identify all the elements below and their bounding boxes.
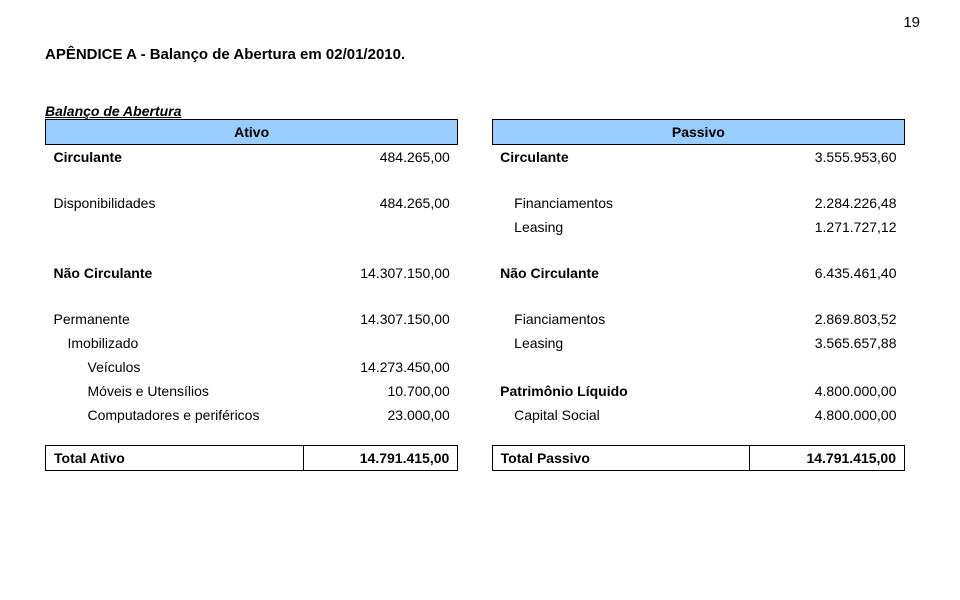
nao-circulante-passivo-value: 6.435.461,40 (750, 261, 905, 285)
page-number: 19 (903, 14, 920, 31)
fianciamentos-label: Fianciamentos (492, 307, 750, 331)
table-header-row: Ativo Passivo (46, 120, 905, 145)
patrimonio-liquido-value: 4.800.000,00 (750, 379, 905, 403)
financiamentos-value: 2.284.226,48 (750, 191, 905, 215)
moveis-value: 10.700,00 (303, 379, 458, 403)
header-passivo: Passivo (492, 120, 904, 145)
leasing-1-label: Leasing (492, 215, 750, 239)
table-row: Móveis e Utensílios 10.700,00 Patrimônio… (46, 379, 905, 403)
fianciamentos-value: 2.869.803,52 (750, 307, 905, 331)
moveis-label: Móveis e Utensílios (46, 379, 304, 403)
table-row: Circulante 484.265,00 Circulante 3.555.9… (46, 145, 905, 170)
page-title: APÊNDICE A - Balanço de Abertura em 02/0… (45, 46, 915, 63)
veiculos-label: Veículos (46, 355, 304, 379)
permanente-value: 14.307.150,00 (303, 307, 458, 331)
computadores-label: Computadores e periféricos (46, 403, 304, 427)
table-row: Leasing 1.271.727,12 (46, 215, 905, 239)
ativo-circulante-label: Circulante (46, 145, 304, 170)
computadores-value: 23.000,00 (303, 403, 458, 427)
disponibilidades-value: 484.265,00 (303, 191, 458, 215)
capital-social-label: Capital Social (492, 403, 750, 427)
blank-row (46, 239, 905, 261)
nao-circulante-ativo-label: Não Circulante (46, 261, 304, 285)
table-row: Não Circulante 14.307.150,00 Não Circula… (46, 261, 905, 285)
veiculos-value: 14.273.450,00 (303, 355, 458, 379)
disponibilidades-label: Disponibilidades (46, 191, 304, 215)
nao-circulante-ativo-value: 14.307.150,00 (303, 261, 458, 285)
total-ativo-label: Total Ativo (46, 446, 304, 471)
permanente-label: Permanente (46, 307, 304, 331)
leasing-2-label: Leasing (492, 331, 750, 355)
total-ativo-value: 14.791.415,00 (303, 446, 458, 471)
passivo-circulante-value: 3.555.953,60 (750, 145, 905, 170)
totals-row: Total Ativo 14.791.415,00 Total Passivo … (46, 446, 905, 471)
totals-table: Total Ativo 14.791.415,00 Total Passivo … (45, 445, 905, 471)
capital-social-value: 4.800.000,00 (750, 403, 905, 427)
nao-circulante-passivo-label: Não Circulante (492, 261, 750, 285)
table-row: Veículos 14.273.450,00 (46, 355, 905, 379)
total-passivo-label: Total Passivo (492, 446, 750, 471)
table-row: Permanente 14.307.150,00 Fianciamentos 2… (46, 307, 905, 331)
blank-row (46, 285, 905, 307)
subtitle: Balanço de Abertura (45, 103, 915, 119)
table-row: Disponibilidades 484.265,00 Financiament… (46, 191, 905, 215)
leasing-2-value: 3.565.657,88 (750, 331, 905, 355)
financiamentos-label: Financiamentos (492, 191, 750, 215)
table-row: Computadores e periféricos 23.000,00 Cap… (46, 403, 905, 427)
blank-row (46, 169, 905, 191)
total-passivo-value: 14.791.415,00 (750, 446, 905, 471)
ativo-circulante-value: 484.265,00 (303, 145, 458, 170)
table-row: Imobilizado Leasing 3.565.657,88 (46, 331, 905, 355)
imobilizado-label: Imobilizado (46, 331, 304, 355)
header-ativo: Ativo (46, 120, 458, 145)
leasing-1-value: 1.271.727,12 (750, 215, 905, 239)
patrimonio-liquido-label: Patrimônio Líquido (492, 379, 750, 403)
balance-table: Ativo Passivo Circulante 484.265,00 Circ… (45, 119, 905, 427)
passivo-circulante-label: Circulante (492, 145, 750, 170)
